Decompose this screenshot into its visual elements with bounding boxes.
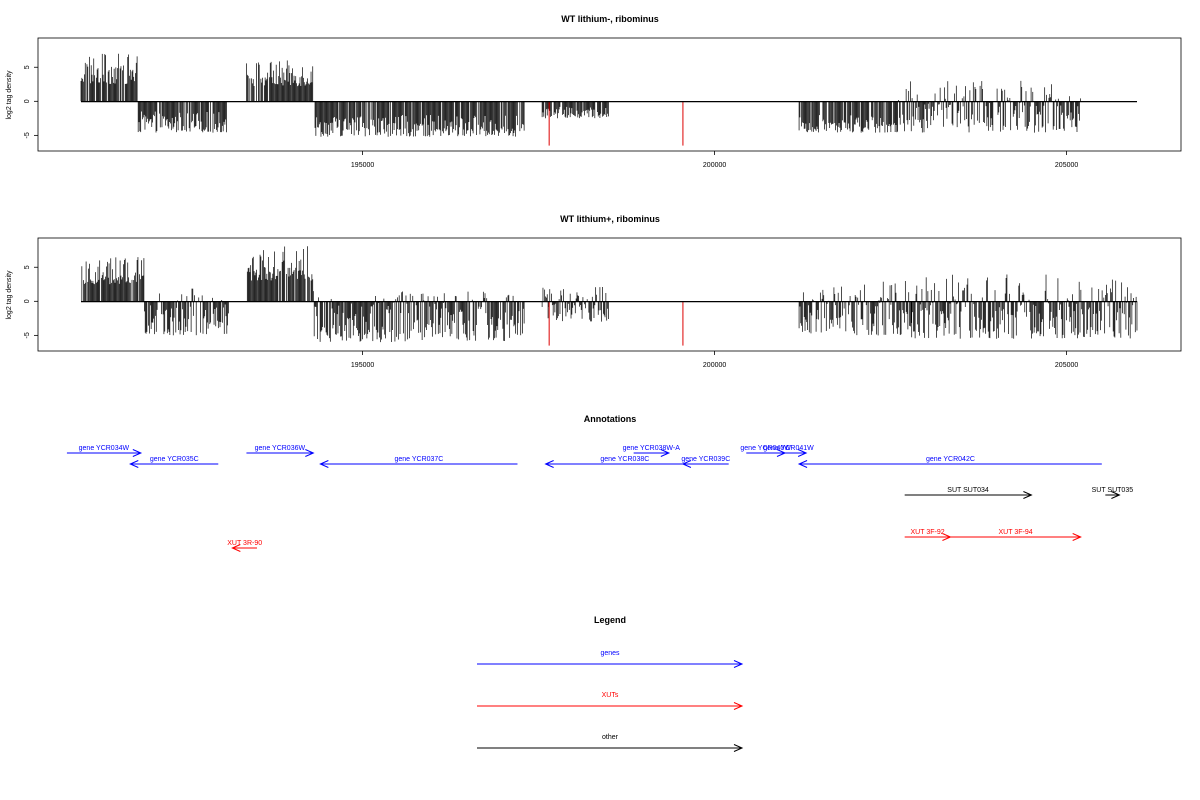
y-axis-label: log2 tag density bbox=[6, 270, 13, 320]
legend-title: Legend bbox=[594, 615, 626, 625]
legend-entry-gene: genes bbox=[477, 650, 744, 668]
legend-label: other bbox=[602, 734, 619, 741]
x-tick-label: 205000 bbox=[1055, 362, 1078, 369]
annotation-label: gene YCR041W bbox=[763, 445, 814, 452]
plot-frame bbox=[37, 237, 1182, 352]
annotation-feature: XUT 3R-90 bbox=[227, 540, 262, 552]
y-tick-label: 5 bbox=[24, 65, 31, 69]
legend-label: genes bbox=[600, 650, 620, 657]
annotation-label: gene YCR042C bbox=[926, 456, 975, 463]
annotation-label: gene YCR040W bbox=[740, 445, 791, 452]
position-markers bbox=[548, 301, 684, 346]
track-panel-lithium-minus: WT lithium-, ribominus log2 tag density … bbox=[6, 14, 1182, 169]
annotation-label: gene YCR036W bbox=[255, 445, 306, 452]
x-tick-label: 200000 bbox=[703, 162, 726, 169]
annotation-feature: XUT 3F-92 bbox=[904, 529, 952, 541]
annotation-feature: gene YCR038W-A bbox=[623, 445, 681, 457]
annotation-feature: gene YCR036W bbox=[246, 445, 315, 457]
y-tick-label: 0 bbox=[24, 299, 31, 303]
legend-entry-xut: XUTs bbox=[477, 692, 744, 710]
panel-title: WT lithium-, ribominus bbox=[561, 14, 659, 24]
x-axis-ticks: 195000 200000 205000 bbox=[351, 351, 1078, 369]
annotation-feature: gene YCR042C bbox=[797, 456, 1102, 468]
track-panel-lithium-plus: WT lithium+, ribominus log2 tag density … bbox=[6, 214, 1182, 369]
x-tick-label: 200000 bbox=[703, 362, 726, 369]
annotation-label: gene YCR035C bbox=[150, 456, 199, 463]
legend-entry-other: other bbox=[477, 734, 744, 752]
annotations-title: Annotations bbox=[584, 414, 637, 424]
y-tick-label: -5 bbox=[24, 132, 31, 138]
annotation-feature: SUT SUT035 bbox=[1092, 487, 1134, 499]
x-tick-label: 195000 bbox=[351, 162, 374, 169]
legend-label: XUTs bbox=[602, 692, 619, 699]
legend-entries: genes XUTs other bbox=[477, 650, 744, 752]
y-axis-ticks: -5 0 5 bbox=[24, 65, 38, 138]
position-markers bbox=[548, 101, 684, 146]
annotation-feature: gene YCR041W bbox=[763, 445, 814, 457]
annotation-label: gene YCR034W bbox=[79, 445, 130, 452]
annotation-label: gene YCR039C bbox=[681, 456, 730, 463]
annotation-feature: gene YCR037C bbox=[319, 456, 518, 468]
annotation-label: SUT SUT035 bbox=[1092, 487, 1134, 494]
annotation-label: XUT 3F-94 bbox=[999, 529, 1033, 536]
signal-bars bbox=[81, 246, 1138, 343]
annotation-label: XUT 3F-92 bbox=[911, 529, 945, 536]
annotation-feature: SUT SUT034 bbox=[904, 487, 1033, 499]
annotation-label: gene YCR038C bbox=[600, 456, 649, 463]
annotation-feature: gene YCR034W bbox=[66, 445, 143, 457]
legend: Legend genes XUTs other bbox=[477, 615, 744, 752]
y-tick-label: -5 bbox=[24, 332, 31, 338]
annotation-feature: gene YCR038C bbox=[544, 456, 705, 468]
x-tick-label: 205000 bbox=[1055, 162, 1078, 169]
plot-frame bbox=[37, 37, 1182, 152]
annotation-label: gene YCR037C bbox=[394, 456, 443, 463]
annotation-label: SUT SUT034 bbox=[947, 487, 989, 494]
annotation-features: gene YCR034W gene YCR035C gene YCR036W gene… bbox=[66, 445, 1134, 552]
x-tick-label: 195000 bbox=[351, 362, 374, 369]
annotation-feature: XUT 3F-94 bbox=[950, 529, 1082, 541]
y-tick-label: 0 bbox=[24, 99, 31, 103]
y-tick-label: 5 bbox=[24, 265, 31, 269]
y-axis-ticks: -5 0 5 bbox=[24, 265, 38, 338]
annotation-label: gene YCR038W-A bbox=[623, 445, 681, 452]
signal-bars bbox=[80, 53, 1081, 137]
annotation-label: XUT 3R-90 bbox=[227, 540, 262, 547]
x-axis-ticks: 195000 200000 205000 bbox=[351, 151, 1078, 169]
annotation-feature: gene YCR035C bbox=[129, 456, 219, 468]
annotation-feature: gene YCR039C bbox=[681, 456, 730, 468]
y-axis-label: log2 tag density bbox=[6, 70, 13, 120]
panel-title: WT lithium+, ribominus bbox=[560, 214, 660, 224]
